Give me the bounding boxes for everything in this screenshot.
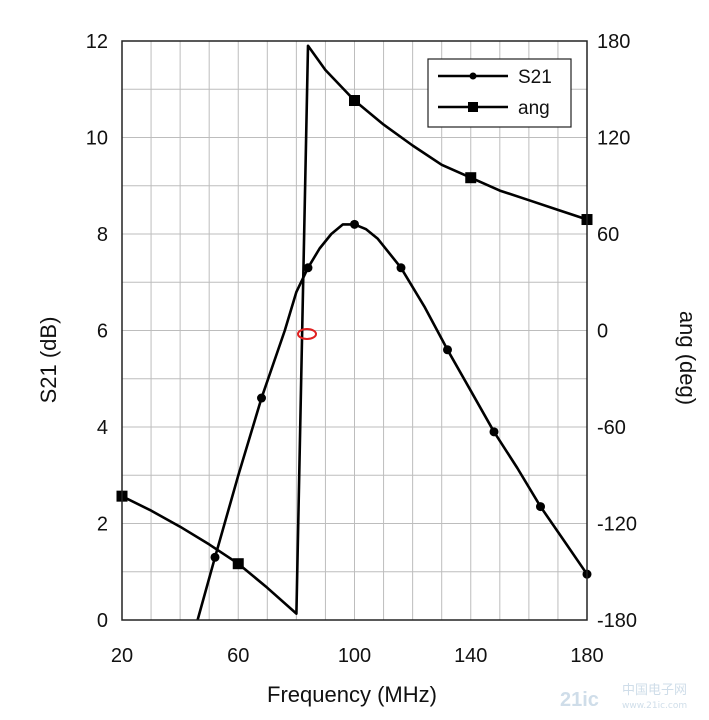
left-axis-label: S21 (dB) (36, 317, 61, 404)
left-tick-label: 2 (97, 514, 108, 536)
data-point-s21 (350, 219, 359, 229)
x-tick-labels: 20 60 100 140 180 (111, 645, 604, 667)
legend-label-s21: S21 (518, 67, 552, 88)
x-tick-label: 20 (111, 645, 133, 667)
right-tick-label: -120 (597, 514, 637, 536)
right-tick-label: -180 (597, 610, 637, 632)
legend-marker-ang (468, 102, 478, 112)
legend-label-ang: ang (518, 98, 550, 119)
x-tick-label: 100 (338, 645, 371, 667)
data-point-s21 (210, 552, 220, 562)
right-tick-label: -60 (597, 417, 626, 439)
data-point-s21 (303, 263, 313, 273)
data-point-s21 (536, 502, 545, 512)
data-point-s21 (396, 263, 406, 273)
data-point-s21 (257, 393, 266, 403)
left-tick-label: 10 (86, 128, 108, 150)
watermark-sub1: 中国电子网 (622, 683, 687, 698)
x-tick-label: 140 (454, 645, 487, 667)
plot-frame (121, 40, 588, 621)
series-line-ang (121, 44, 588, 615)
watermark-main: 21ic (560, 689, 599, 711)
left-tick-label: 12 (86, 31, 108, 53)
data-point-ang (465, 172, 477, 184)
right-tick-label: 60 (597, 224, 619, 246)
left-tick-label: 0 (97, 610, 108, 632)
right-axis-label: ang (deg) (675, 311, 700, 405)
left-tick-labels: 0 2 4 6 8 10 12 (86, 31, 108, 632)
series-layer (116, 44, 593, 621)
data-point-ang (349, 95, 360, 107)
highlight-ellipse (297, 328, 317, 340)
legend-marker-s21 (469, 72, 477, 80)
data-point-ang (232, 558, 244, 570)
x-tick-label: 180 (570, 645, 603, 667)
right-tick-label: 180 (597, 31, 630, 53)
right-tick-labels: -180 -120 -60 0 60 120 180 (597, 31, 637, 632)
left-tick-label: 6 (97, 321, 108, 343)
data-point-s21 (443, 345, 452, 355)
series-line-s21 (196, 223, 589, 621)
legend-box (427, 58, 572, 128)
left-tick-label: 4 (97, 417, 108, 439)
x-tick-label: 60 (227, 645, 249, 667)
watermark-sub2: www.21ic.com (622, 701, 687, 711)
right-tick-label: 0 (597, 321, 608, 343)
left-tick-label: 8 (97, 224, 108, 246)
series-s21 (196, 219, 592, 621)
watermark: 21ic 中国电子网 www.21ic.com (560, 683, 687, 711)
data-point-s21 (489, 427, 499, 437)
legend: S21 ang (427, 58, 572, 128)
right-tick-label: 120 (597, 128, 630, 150)
x-axis-label: Frequency (MHz) (267, 682, 437, 707)
